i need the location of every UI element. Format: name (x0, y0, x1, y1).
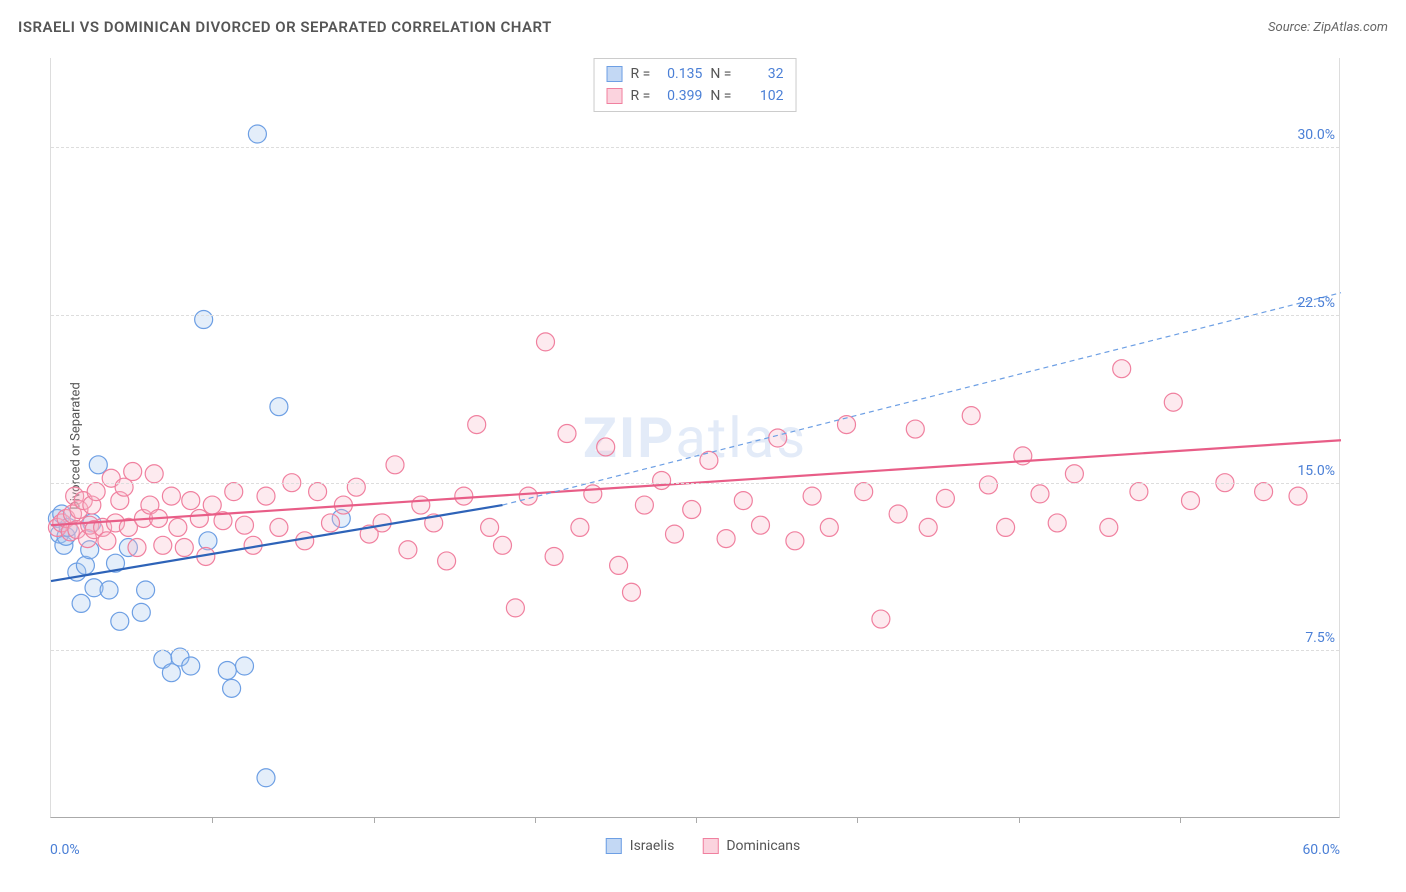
xtick (696, 817, 697, 823)
xtick (212, 817, 213, 823)
gridline-h (51, 147, 1339, 148)
stats-r-dominicans: 0.399 (658, 85, 702, 107)
xtick (857, 817, 858, 823)
swatch-israelis (607, 66, 623, 82)
chart-svg (51, 58, 1339, 817)
gridline-h (51, 650, 1339, 651)
ytick-label: 7.5% (1305, 630, 1335, 646)
stats-box: R = 0.135 N = 32 R = 0.399 N = 102 (594, 58, 797, 112)
stats-n-israelis: 32 (739, 63, 783, 85)
legend-item-israelis: Israelis (606, 838, 675, 854)
legend-swatch-dominicans (702, 838, 718, 854)
chart-title: ISRAELI VS DOMINICAN DIVORCED OR SEPARAT… (18, 18, 552, 36)
swatch-dominicans (607, 88, 623, 104)
plot-area: ZIPatlas R = 0.135 N = 32 R = 0.399 N = … (50, 58, 1340, 818)
gridline-h (51, 315, 1339, 316)
stats-row-israelis: R = 0.135 N = 32 (607, 63, 784, 85)
legend-item-dominicans: Dominicans (702, 838, 800, 854)
legend-label-dominicans: Dominicans (726, 838, 800, 854)
legend-swatch-israelis (606, 838, 622, 854)
stats-r-israelis: 0.135 (658, 63, 702, 85)
xtick (535, 817, 536, 823)
stats-n-dominicans: 102 (739, 85, 783, 107)
xtick (374, 817, 375, 823)
stats-row-dominicans: R = 0.399 N = 102 (607, 85, 784, 107)
xtick (1180, 817, 1181, 823)
xtick (1019, 817, 1020, 823)
gridline-h (51, 483, 1339, 484)
legend-label-israelis: Israelis (630, 838, 675, 854)
chart-header: ISRAELI VS DOMINICAN DIVORCED OR SEPARAT… (18, 18, 1388, 36)
chart-source: Source: ZipAtlas.com (1268, 20, 1388, 35)
ytick-label: 22.5% (1297, 295, 1335, 311)
ytick-label: 30.0% (1297, 127, 1335, 143)
x-max-label: 60.0% (1302, 842, 1340, 858)
bottom-legend: Israelis Dominicans (606, 838, 800, 854)
x-min-label: 0.0% (50, 842, 80, 858)
ytick-label: 15.0% (1297, 463, 1335, 479)
